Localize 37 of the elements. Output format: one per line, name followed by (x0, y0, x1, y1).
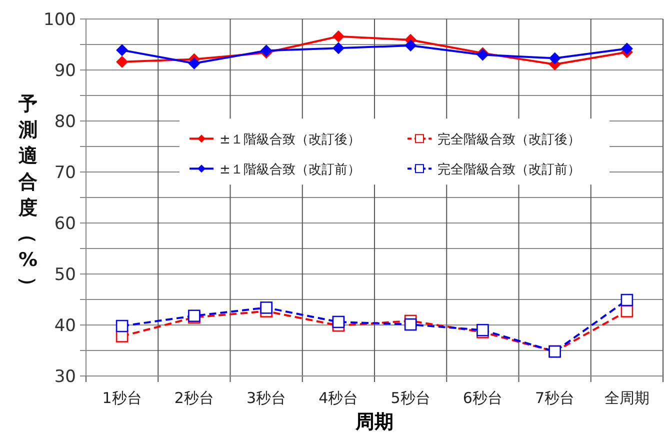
x-tick-label: 3秒台 (246, 389, 286, 407)
x-tick-label: 7秒台 (535, 389, 575, 407)
y-tick-label: 40 (54, 316, 76, 336)
x-tick-label: 1秒台 (102, 389, 142, 407)
point (116, 320, 128, 332)
point (332, 30, 344, 42)
y-tick-label: 80 (54, 112, 76, 132)
x-tick-label: 6秒台 (462, 389, 502, 407)
x-tick-label: 5秒台 (390, 389, 430, 407)
x-axis-title: 周期 (354, 411, 394, 433)
y-tick-label: 100 (44, 10, 76, 30)
y-tick-label: 60 (54, 214, 76, 234)
y-tick-label: 50 (54, 265, 76, 285)
point (332, 42, 344, 54)
y-axis-title: 予測適合度（%） (17, 93, 39, 296)
x-tick-label: 4秒台 (318, 389, 358, 407)
point (332, 316, 345, 328)
legend-label: ±１階級合致（改訂後） (220, 132, 360, 148)
point (620, 305, 634, 318)
point (116, 56, 128, 68)
legend-label: 完全階級合致（改訂前） (438, 162, 580, 178)
x-tick-label: 2秒台 (174, 389, 214, 407)
point (404, 40, 417, 52)
point (260, 302, 272, 314)
legend-label: 完全階級合致（改訂後） (438, 132, 580, 148)
point (476, 324, 489, 336)
point (548, 52, 561, 64)
y-tick-label: 90 (54, 61, 76, 81)
y-tick-label: 30 (54, 367, 76, 387)
point (620, 42, 633, 55)
y-tick-label: 70 (54, 163, 76, 183)
point (404, 318, 417, 331)
point (116, 44, 128, 56)
point (620, 294, 634, 306)
point (188, 57, 200, 70)
x-tick-label: 全周期 (604, 389, 650, 407)
legend-label: ±１階級合致（改訂前） (220, 162, 360, 178)
